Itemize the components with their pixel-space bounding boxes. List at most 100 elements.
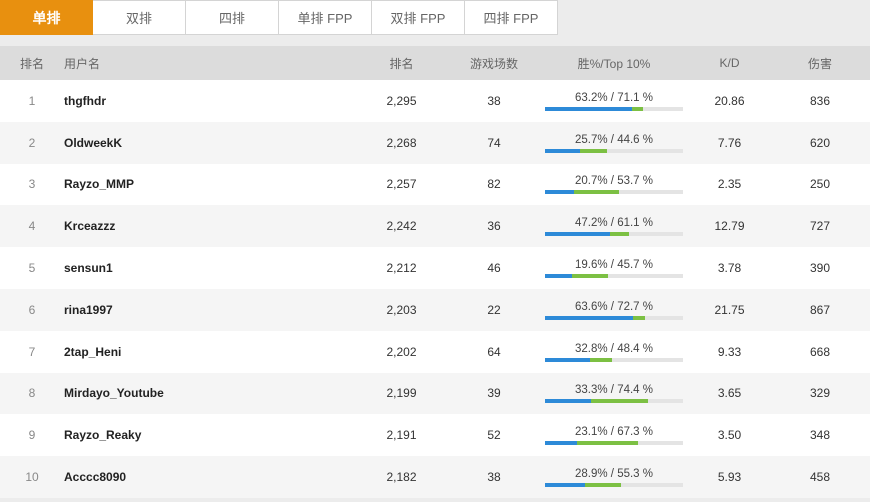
row-rank: 7	[28, 344, 36, 359]
row-kd: 3.78	[717, 261, 742, 276]
header-rating[interactable]: 排名	[389, 56, 414, 71]
row-rating: 2,182	[386, 470, 417, 485]
win-bar-fill	[545, 315, 633, 320]
row-games: 38	[487, 470, 501, 485]
tab-squad-fpp[interactable]: 四排 FPP	[465, 0, 558, 35]
row-username[interactable]: Mirdayo_Youtube	[64, 386, 164, 401]
leaderboard-table: 排名 用户名 排名 游戏场数 胜%/Top 10% K/D 伤害 1 thgfhd…	[0, 46, 870, 498]
row-damage: 836	[809, 93, 831, 108]
row-kd: 20.86	[714, 93, 745, 108]
win-top10-text: 32.8% / 48.4 %	[575, 342, 653, 355]
table-row[interactable]: 7 2tap_Heni 2,202 64 32.8% / 48.4 % 9.33 668	[0, 330, 870, 373]
row-games: 39	[487, 386, 501, 401]
table-row[interactable]: 6 rina1997 2,203 22 63.6% / 72.7 % 21.75 867	[0, 288, 870, 331]
row-rank: 4	[28, 219, 36, 234]
row-games: 52	[487, 428, 501, 443]
row-username[interactable]: rina1997	[64, 302, 113, 317]
win-bar-fill	[545, 274, 573, 279]
table-row[interactable]: 2 OldweekK 2,268 74 25.7% / 44.6 % 7.76 620	[0, 121, 870, 164]
tab-duo[interactable]: 双排	[93, 0, 186, 35]
win-top10-bar	[545, 148, 683, 153]
row-username[interactable]: Rayzo_Reaky	[64, 428, 142, 443]
win-top10-text: 19.6% / 45.7 %	[575, 259, 653, 272]
row-username[interactable]: 2tap_Heni	[64, 344, 122, 359]
win-top10-bar	[545, 441, 683, 446]
row-win-top10: 20.7% / 53.7 %	[539, 174, 689, 195]
header-win-top10[interactable]: 胜%/Top 10%	[577, 56, 651, 71]
top10-bar-fill	[545, 399, 648, 404]
table-row[interactable]: 9 Rayzo_Reaky 2,191 52 23.1% / 67.3 % 3.50 348	[0, 414, 870, 457]
row-username[interactable]: sensun1	[64, 261, 113, 276]
table-row[interactable]: 8 Mirdayo_Youtube 2,199 39 33.3% / 74.4 % 3.6…	[0, 372, 870, 415]
row-rank: 5	[28, 261, 36, 276]
row-win-top10: 32.8% / 48.4 %	[539, 342, 689, 362]
row-username[interactable]: thgfhdr	[64, 93, 106, 108]
row-games: 64	[487, 344, 501, 359]
win-top10-text: 20.7% / 53.7 %	[575, 175, 653, 188]
row-damage: 668	[809, 344, 831, 359]
row-damage: 620	[809, 135, 831, 150]
tab-solo-fpp[interactable]: 单排 FPP	[279, 0, 372, 35]
win-top10-text: 33.3% / 74.4 %	[575, 384, 653, 397]
row-kd: 3.50	[717, 428, 742, 443]
win-top10-bar	[545, 190, 683, 195]
row-username[interactable]: OldweekK	[64, 135, 123, 150]
row-username[interactable]: Rayzo_MMP	[64, 177, 135, 192]
table-row[interactable]: 5 sensun1 2,212 46 19.6% / 45.7 % 3.78 390	[0, 247, 870, 289]
row-rank: 1	[28, 93, 36, 108]
win-top10-text: 28.9% / 55.3 %	[575, 468, 653, 481]
win-top10-bar	[545, 106, 683, 111]
win-bar-fill	[545, 106, 633, 111]
row-win-top10: 23.1% / 67.3 %	[539, 425, 689, 446]
table-row[interactable]: 4 Krceazzz 2,242 36 47.2% / 61.1 % 12.79 727	[0, 205, 870, 248]
row-rating: 2,203	[386, 302, 417, 317]
win-top10-text: 23.1% / 67.3 %	[575, 426, 653, 439]
row-rank: 6	[28, 302, 36, 317]
header-rank[interactable]: 排名	[19, 56, 44, 71]
row-username[interactable]: Krceazzz	[64, 219, 116, 234]
row-rating: 2,268	[386, 135, 417, 150]
row-rank: 9	[28, 428, 36, 443]
row-win-top10: 28.9% / 55.3 %	[539, 467, 689, 488]
row-rank: 2	[28, 135, 36, 150]
header-username[interactable]: 用户名	[64, 56, 101, 71]
top10-bar-fill	[545, 190, 620, 195]
row-rating: 2,202	[386, 344, 417, 359]
row-kd: 3.65	[717, 386, 742, 401]
win-bar-fill	[545, 190, 574, 195]
row-rating: 2,257	[386, 177, 417, 192]
row-games: 36	[487, 219, 501, 234]
table-row[interactable]: 3 Rayzo_MMP 2,257 82 20.7% / 53.7 % 2.35 250	[0, 163, 870, 206]
row-games: 74	[487, 135, 501, 150]
row-username[interactable]: Acccc8090	[64, 470, 127, 485]
header-games[interactable]: 游戏场数	[469, 56, 518, 71]
header-damage[interactable]: 伤害	[807, 56, 832, 71]
row-rank: 8	[28, 386, 36, 401]
row-kd: 2.35	[717, 177, 742, 192]
win-bar-fill	[545, 399, 591, 404]
win-bar-fill	[545, 357, 591, 362]
mode-tabs: 单排 双排 四排 单排 FPP 双排 FPP 四排 FPP	[0, 0, 558, 35]
table-row[interactable]: 10 Acccc8090 2,182 38 28.9% / 55.3 % 5.93 458	[0, 456, 870, 498]
row-win-top10: 47.2% / 61.1 %	[539, 216, 689, 237]
row-games: 82	[487, 177, 501, 192]
row-rank: 3	[28, 177, 36, 192]
row-damage: 727	[809, 219, 831, 234]
table-row[interactable]: 1 thgfhdr 2,295 38 63.2% / 71.1 % 20.86 836	[0, 80, 870, 122]
row-damage: 329	[809, 386, 831, 401]
tab-solo[interactable]: 单排	[0, 0, 93, 35]
tab-duo-fpp[interactable]: 双排 FPP	[372, 0, 465, 35]
row-games: 22	[487, 302, 501, 317]
top10-bar-fill	[545, 441, 638, 446]
row-damage: 390	[809, 261, 831, 276]
header-kd[interactable]: K/D	[719, 56, 740, 70]
row-kd: 5.93	[717, 470, 742, 485]
row-damage: 867	[809, 302, 831, 317]
row-kd: 12.79	[714, 219, 745, 234]
row-rating: 2,191	[386, 428, 417, 443]
row-win-top10: 25.7% / 44.6 %	[539, 133, 689, 153]
row-win-top10: 63.2% / 71.1 %	[539, 91, 689, 111]
tab-squad[interactable]: 四排	[186, 0, 279, 35]
row-kd: 7.76	[717, 135, 742, 150]
row-win-top10: 63.6% / 72.7 %	[539, 300, 689, 320]
